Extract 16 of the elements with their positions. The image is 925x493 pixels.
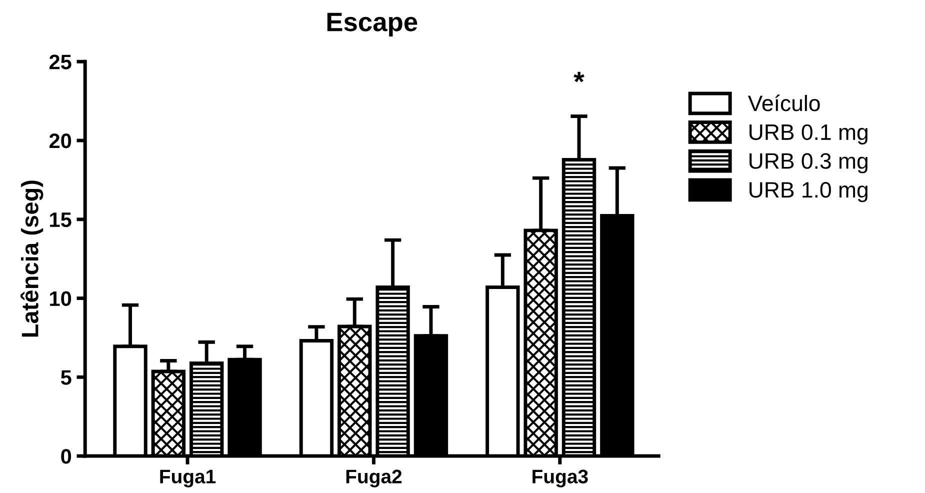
x-tick-label: Fuga1 bbox=[160, 470, 216, 488]
legend-label: Veículo bbox=[748, 94, 820, 112]
y-tick-label: 25 bbox=[49, 54, 72, 70]
legend-label: URB 1.0 mg bbox=[750, 182, 868, 202]
x-tick-label: Fuga3 bbox=[532, 470, 588, 488]
y-tick-label: 0 bbox=[61, 449, 72, 464]
x-tick-label: Fuga2 bbox=[346, 470, 402, 488]
annotation: * bbox=[574, 72, 584, 82]
y-axis-title: Latência (seg) bbox=[20, 180, 44, 337]
y-tick-label: 10 bbox=[50, 291, 72, 306]
chart-title: Escape bbox=[327, 12, 418, 37]
legend-label: URB 0.3 mg bbox=[750, 153, 868, 174]
y-tick-label: 20 bbox=[49, 134, 72, 148]
y-tick-label: 5 bbox=[60, 370, 72, 385]
legend-label: URB 0.1 mg bbox=[750, 124, 868, 144]
y-tick-label: 15 bbox=[50, 212, 72, 228]
